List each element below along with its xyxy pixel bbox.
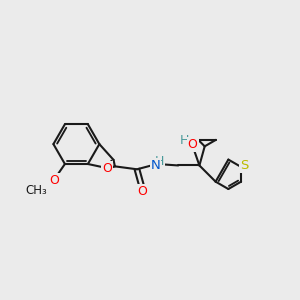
Text: O: O <box>102 162 112 175</box>
Text: N: N <box>151 159 160 172</box>
Text: CH₃: CH₃ <box>25 184 47 197</box>
Text: O: O <box>188 138 198 151</box>
Text: H: H <box>180 134 189 147</box>
Text: S: S <box>240 159 249 172</box>
Text: O: O <box>50 174 59 187</box>
Text: O: O <box>137 185 147 199</box>
Text: H: H <box>155 154 164 167</box>
